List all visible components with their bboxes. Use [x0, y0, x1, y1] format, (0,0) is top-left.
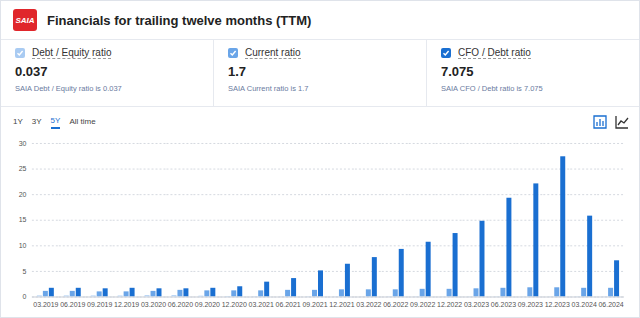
html-text:Debt / Equity ratio: Debt / Equity ratio	[32, 47, 112, 58]
svg-text:03.2020: 03.2020	[141, 301, 166, 308]
svg-text:06.2022: 06.2022	[383, 301, 408, 308]
svg-text:06.2020: 06.2020	[168, 301, 193, 308]
svg-text:06.2023: 06.2023	[491, 301, 516, 308]
html-text:5Y: 5Y	[50, 115, 61, 125]
svg-text:03.2021: 03.2021	[249, 301, 274, 308]
svg-text:09.2019: 09.2019	[87, 301, 112, 308]
svg-text:09.2022: 09.2022	[410, 301, 435, 308]
html-text:7.075: 7.075	[441, 64, 474, 79]
html-text:3Y: 3Y	[31, 116, 42, 126]
svg-text:09.2023: 09.2023	[518, 301, 543, 308]
svg-text:03.2019: 03.2019	[33, 301, 58, 308]
html-text:Financials for trailing twelve: Financials for trailing twelve months (T…	[47, 12, 312, 28]
html-text:SAIA: SAIA	[15, 15, 35, 25]
html-text:SAIA Debt / Equity ratio is 0.: SAIA Debt / Equity ratio is 0.037	[15, 84, 122, 93]
html-text:SAIA CFO / Debt ratio is 7.075: SAIA CFO / Debt ratio is 7.075	[441, 84, 543, 93]
svg-text:09.2020: 09.2020	[195, 301, 220, 308]
svg-text:03.2023: 03.2023	[464, 301, 489, 308]
svg-text:06.2021: 06.2021	[275, 301, 300, 308]
svg-text:20: 20	[19, 191, 27, 198]
svg-text:03.2022: 03.2022	[356, 301, 381, 308]
html-text:1.7: 1.7	[228, 64, 247, 79]
html-text:Current ratio: Current ratio	[245, 47, 301, 58]
svg-text:25: 25	[19, 165, 27, 172]
svg-text:12.2023: 12.2023	[545, 301, 570, 308]
html-text:All time: All time	[69, 116, 96, 126]
svg-text:06.2019: 06.2019	[60, 301, 85, 308]
svg-text:12.2021: 12.2021	[329, 301, 354, 308]
svg-text:30: 30	[19, 140, 27, 147]
svg-text:12.2019: 12.2019	[114, 301, 139, 308]
html-text:1Y: 1Y	[13, 116, 23, 126]
svg-text:03.2024: 03.2024	[572, 301, 597, 308]
svg-text:15: 15	[19, 216, 27, 223]
svg-text:5: 5	[23, 268, 27, 275]
svg-text:12.2020: 12.2020	[222, 301, 247, 308]
html-text:0.037: 0.037	[15, 64, 48, 79]
html-text:SAIA Current ratio is 1.7: SAIA Current ratio is 1.7	[228, 84, 309, 93]
html-text:CFO / Debt ratio: CFO / Debt ratio	[458, 47, 531, 58]
svg-text:0: 0	[23, 293, 27, 300]
svg-text:12.2022: 12.2022	[437, 301, 462, 308]
svg-text:10: 10	[19, 242, 27, 249]
svg-text:09.2021: 09.2021	[302, 301, 327, 308]
svg-text:06.2024: 06.2024	[598, 301, 623, 308]
